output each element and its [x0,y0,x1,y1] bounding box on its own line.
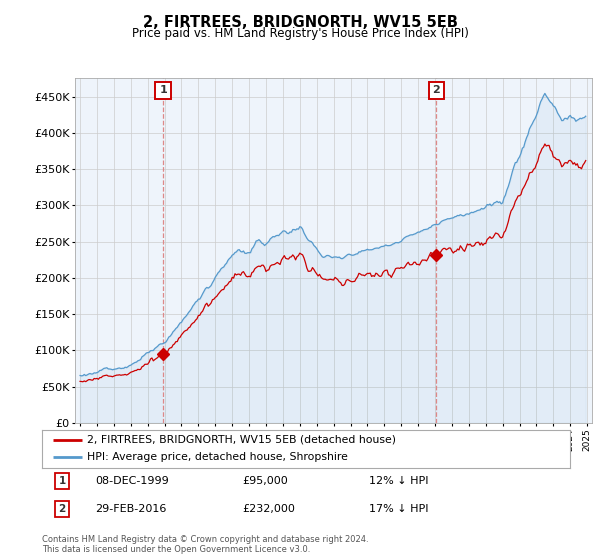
Text: 29-FEB-2016: 29-FEB-2016 [95,504,166,514]
Text: 2: 2 [58,504,65,514]
Text: 12% ↓ HPI: 12% ↓ HPI [370,477,429,486]
Text: 2, FIRTREES, BRIDGNORTH, WV15 5EB (detached house): 2, FIRTREES, BRIDGNORTH, WV15 5EB (detac… [87,435,396,445]
Text: 17% ↓ HPI: 17% ↓ HPI [370,504,429,514]
Text: 2: 2 [433,86,440,95]
Text: £95,000: £95,000 [242,477,289,486]
Text: 1: 1 [159,86,167,95]
Text: 2, FIRTREES, BRIDGNORTH, WV15 5EB: 2, FIRTREES, BRIDGNORTH, WV15 5EB [143,15,457,30]
Bar [163,78,436,423]
Text: 1: 1 [58,477,65,486]
Text: Contains HM Land Registry data © Crown copyright and database right 2024.
This d: Contains HM Land Registry data © Crown c… [42,535,368,554]
Text: £232,000: £232,000 [242,504,296,514]
Text: Price paid vs. HM Land Registry's House Price Index (HPI): Price paid vs. HM Land Registry's House … [131,27,469,40]
Text: 08-DEC-1999: 08-DEC-1999 [95,477,169,486]
Text: HPI: Average price, detached house, Shropshire: HPI: Average price, detached house, Shro… [87,452,348,463]
